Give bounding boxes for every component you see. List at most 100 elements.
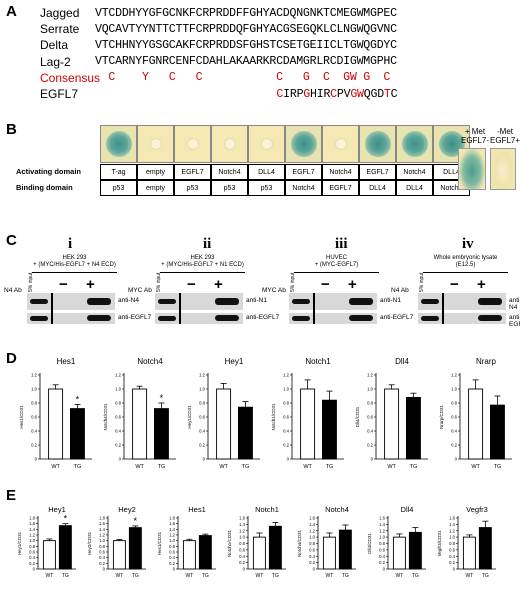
seq-name: Consensus	[40, 70, 101, 85]
y-tick-label: 1.8	[99, 516, 105, 521]
seq-text: VQCAVTYYNTTCTTFCRPRDDQFGHYACGSEGQKLCLNGW…	[95, 22, 397, 36]
bar-wt	[132, 388, 148, 460]
colony-cell	[211, 125, 248, 163]
blue-colony	[290, 131, 317, 157]
y-tick-label: 1.0	[239, 535, 245, 540]
binding-cell: p53	[248, 180, 285, 196]
underline	[423, 272, 508, 273]
y-tick-label: 0.4	[309, 554, 315, 559]
y-tick-label: 0.4	[451, 429, 457, 434]
y-tick-label: 0.2	[115, 443, 121, 448]
met-minus-colony-image	[490, 148, 516, 190]
binding-cell: empty	[137, 180, 174, 196]
y-axis-label: Hey1/CD31	[187, 405, 192, 429]
subpanel-description: HEK 293 + (MYC/His-EGFL7 + N4 ECD)	[33, 255, 116, 268]
bar-chart-hes1: Hes1 00.20.40.60.81.01.21.41.61.8 Hes1/CD3…	[157, 505, 216, 579]
y-tick-label: 1.2	[239, 528, 245, 533]
x-category-label: TG	[326, 464, 334, 470]
consensus-seq: C Y C C C G C GW G C	[95, 71, 391, 85]
x-category-label: TG	[272, 573, 279, 579]
bar-tg	[321, 399, 337, 460]
bar-tg	[237, 406, 253, 460]
seq-row-delta: Delta VTCHHNYYGSGCAKFCRPRDDSFGHSTCSETGEI…	[40, 37, 397, 53]
pale-colony	[149, 138, 162, 150]
blot-bottom	[155, 313, 243, 324]
y-tick-label: 1.0	[309, 535, 315, 540]
bar-wt	[182, 540, 196, 570]
y-tick-label: 1.6	[379, 516, 385, 521]
y-tick-label: 0.6	[99, 550, 105, 555]
y-tick-label: 1.2	[115, 373, 121, 378]
binding-cell: DLL4	[396, 180, 433, 196]
seq-row-egfl7: EGFL7 CIRPGHIRCPVGWQGDTC	[40, 86, 398, 102]
y-tick-label: 1.2	[199, 373, 205, 378]
blot-bottom	[27, 313, 115, 324]
y-axis-label: Dll4/CD31	[355, 406, 360, 427]
x-category-label: WT	[186, 573, 194, 579]
binding-cell: Notch4	[285, 180, 322, 196]
binding-cell: p53	[174, 180, 211, 196]
y-tick-label: 0.6	[451, 415, 457, 420]
binding-cell: p53	[100, 180, 137, 196]
y-tick-label: 1.2	[99, 533, 105, 538]
chart-title: Hes1	[188, 505, 206, 514]
activating-cell: EGFL7	[359, 164, 396, 180]
y-axis-label: Notch4/CD31	[297, 529, 302, 557]
y-axis-label: Hes1/CD31	[19, 405, 24, 429]
blot-bottom	[289, 313, 377, 324]
x-category-label: WT	[396, 573, 404, 579]
y-axis-label: Notch4/CD31	[103, 403, 108, 431]
y-tick-label: 0	[453, 567, 456, 572]
activating-cell: Notch4	[211, 164, 248, 180]
binding-domain-row: p53 empty p53 p53 p53 Notch4 EGFL7 DLL4 DLL4 Notc…	[100, 180, 470, 196]
chart-title: Notch1	[255, 505, 279, 514]
bar-tg	[58, 525, 72, 570]
y-tick-label: 1.0	[451, 387, 457, 392]
chart-title: Dll4	[395, 357, 409, 366]
blue-colony	[105, 131, 132, 157]
pale-colony	[186, 138, 199, 150]
subpanel-number: iv	[462, 236, 474, 252]
y-tick-label: 1.6	[169, 521, 175, 526]
y-tick-label: 0	[371, 457, 374, 462]
y-tick-label: 1.0	[31, 387, 37, 392]
bar-chart-dll4: Dll4 0 0.2 0.4 0.6 0.8 1.0 1.2 Dll4/CD31 WT TG	[355, 357, 428, 470]
y-tick-label: 1.8	[29, 516, 35, 521]
y-tick-label: 0	[313, 567, 316, 572]
y-tick-label: 1.2	[379, 528, 385, 533]
y-tick-label: 0.4	[367, 429, 373, 434]
chart-title: Notch4	[325, 505, 349, 514]
seq-text: VTCDDHYYGFGCNKFCRPRDDFFGHYACDQNGNKTCMEGW…	[95, 6, 397, 20]
activating-cell: empty	[137, 164, 174, 180]
band-input-bottom	[30, 316, 48, 321]
y-tick-label: 0.4	[283, 429, 289, 434]
y-tick-label: 0.2	[309, 560, 315, 565]
colony-cell	[248, 125, 285, 163]
band-input-top	[292, 299, 310, 304]
subpanel-number: iii	[335, 236, 348, 252]
antibody-label: N4 Ab	[391, 287, 409, 294]
plus-sign: +	[86, 276, 95, 293]
blot-top	[418, 293, 506, 310]
y-tick-label: 0	[35, 457, 38, 462]
x-category-label: WT	[116, 573, 124, 579]
bar-chart-hey2: Hey2 00.20.40.60.81.01.21.41.61.8 Hey2/CD3…	[87, 505, 146, 579]
y-tick-label: 1.4	[379, 522, 385, 527]
blot-label-bottom: anti-EGFL7	[509, 314, 520, 328]
colony-cell	[396, 125, 433, 163]
colony-cell	[174, 125, 211, 163]
y-axis-label: Hes1/CD31	[157, 531, 162, 555]
y-tick-label: 0.2	[379, 560, 385, 565]
bar-wt	[322, 536, 336, 570]
x-category-label: TG	[410, 464, 418, 470]
y-tick-label: 1.0	[169, 538, 175, 543]
y-tick-label: 1.6	[239, 516, 245, 521]
y-tick-label: 1.0	[29, 538, 35, 543]
x-category-label: TG	[412, 573, 419, 579]
activating-domain-row: T-ag empty EGFL7 Notch4 DLL4 EGFL7 Notch4 EGFL7…	[100, 164, 470, 180]
x-category-label: TG	[132, 573, 139, 579]
plus-sign: +	[477, 276, 486, 293]
bar-wt	[112, 540, 126, 570]
input-label: 5% input	[290, 272, 296, 292]
bar-wt	[48, 388, 64, 460]
